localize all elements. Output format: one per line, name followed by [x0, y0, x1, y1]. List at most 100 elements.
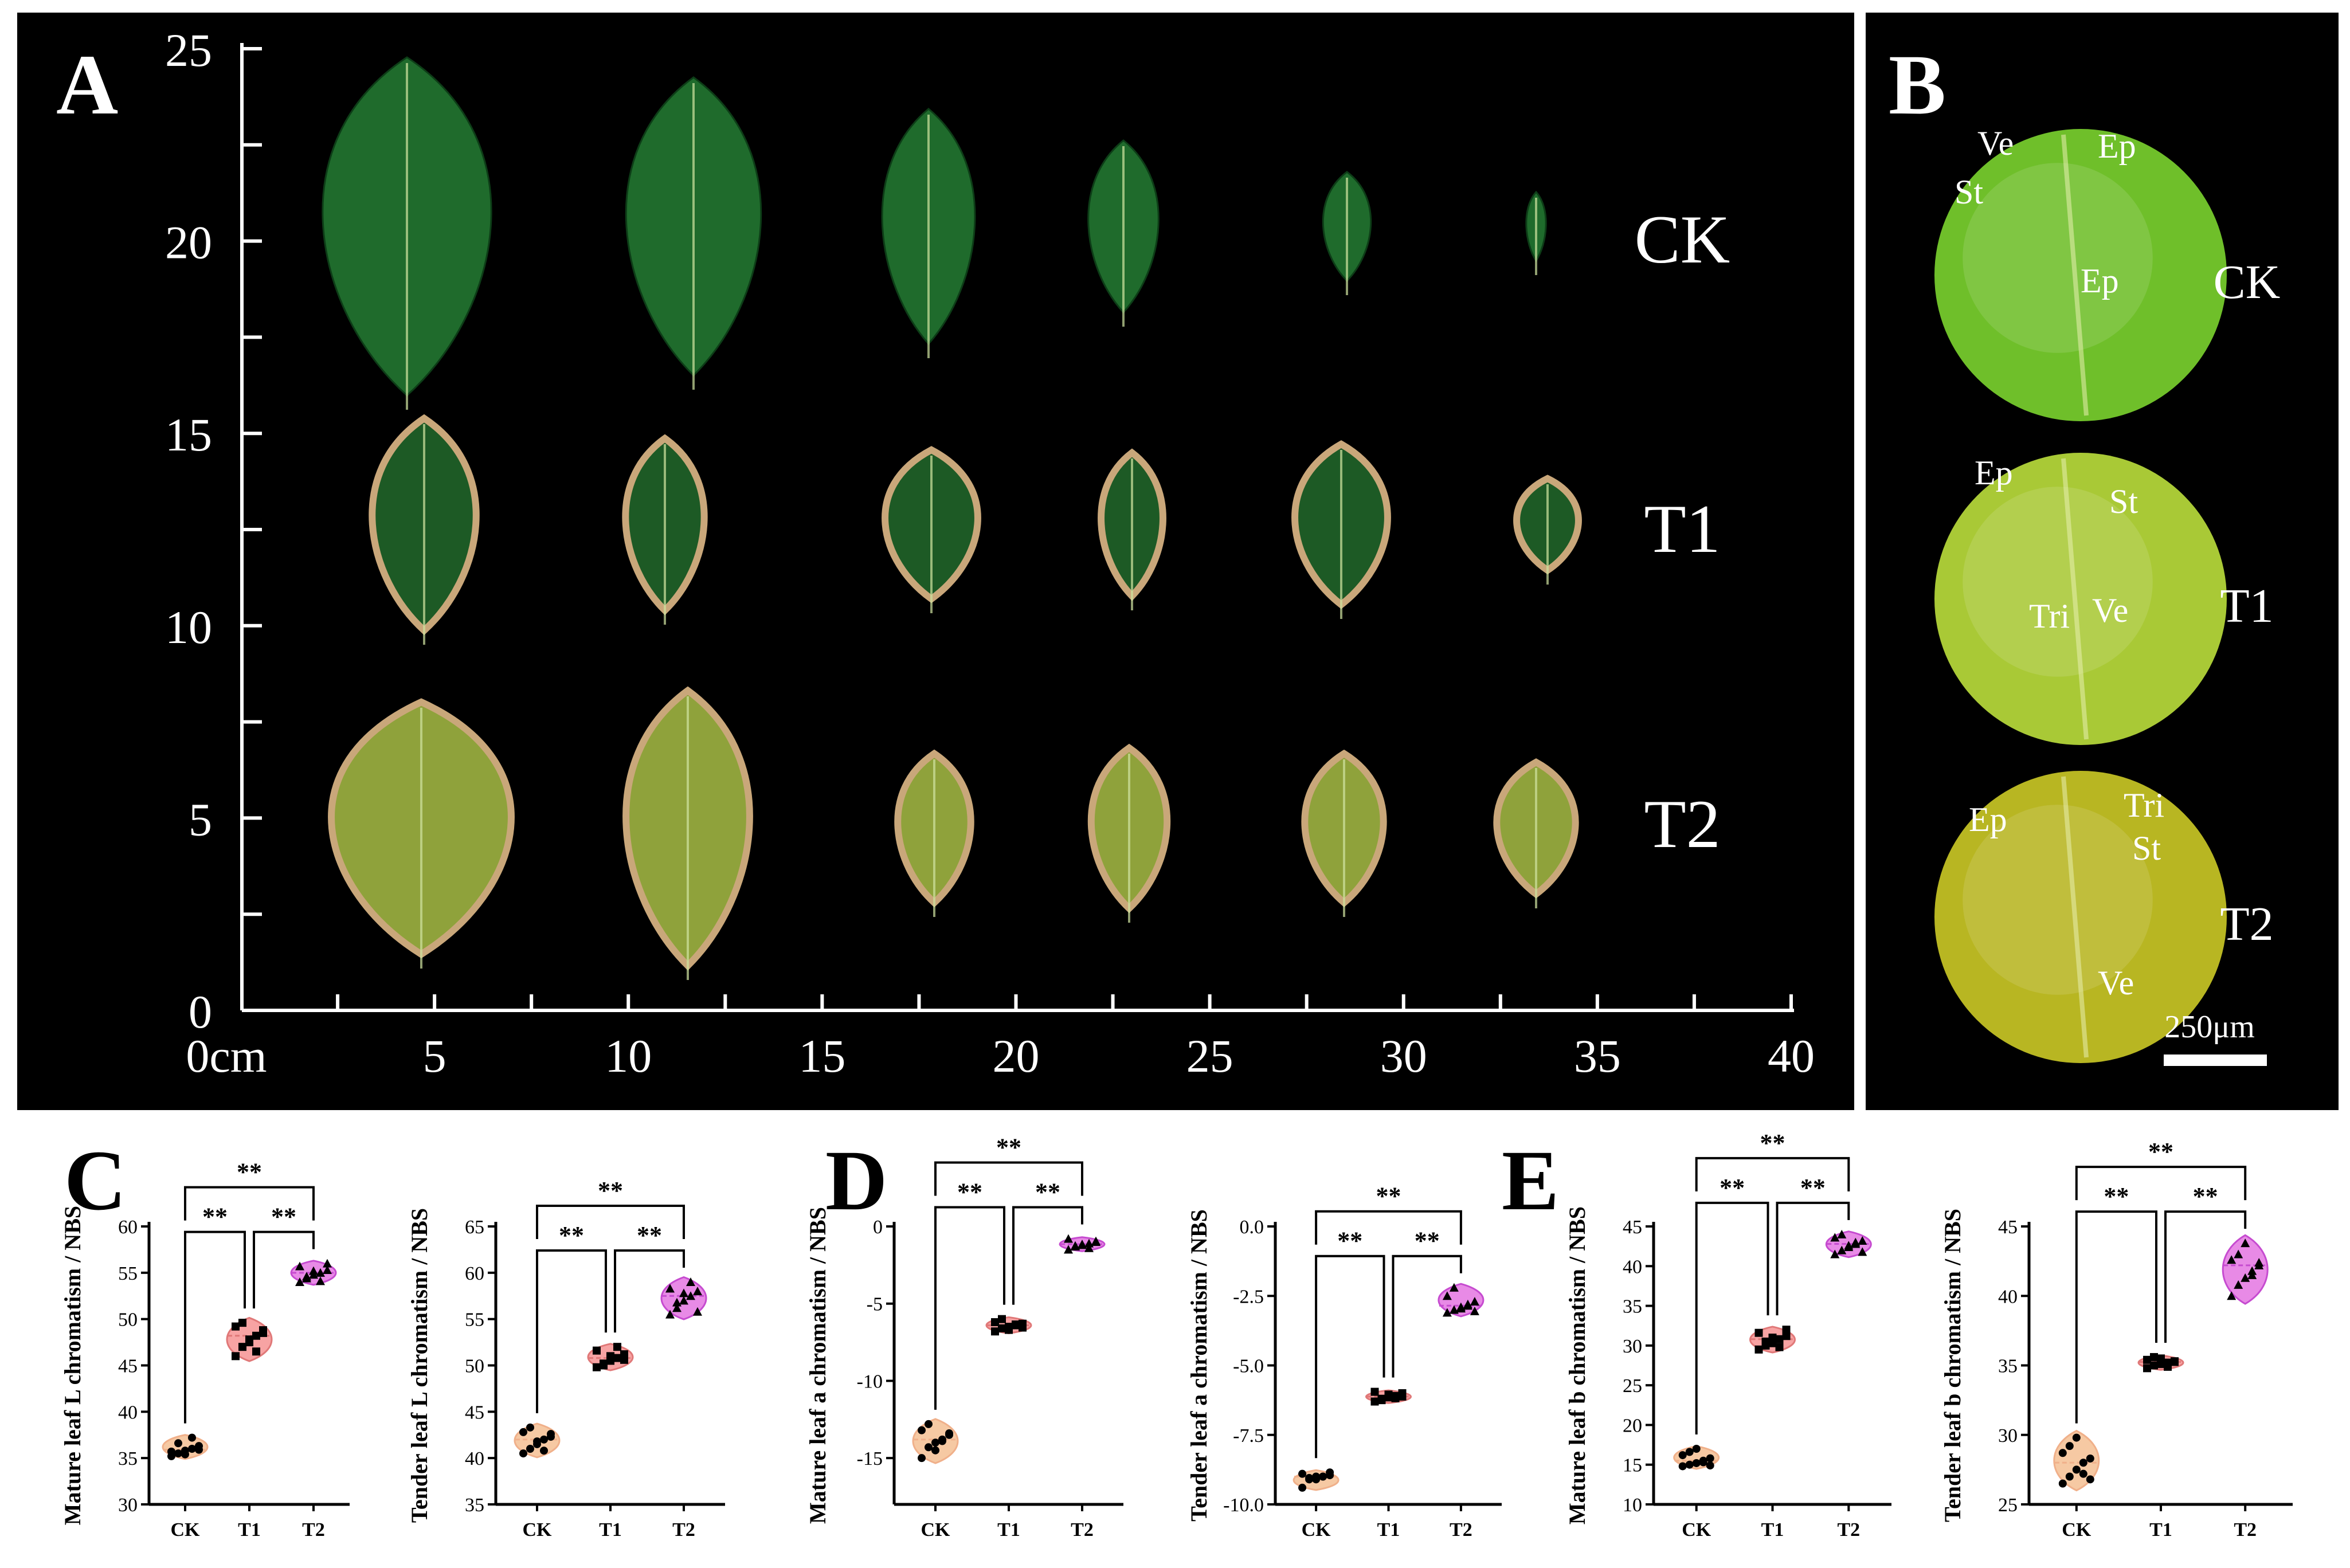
data-point — [672, 1297, 682, 1307]
x-tick-label: T2 — [302, 1519, 325, 1540]
data-point — [945, 1429, 953, 1438]
y-tick-label: 35 — [1998, 1356, 2018, 1377]
data-point — [323, 1265, 332, 1274]
y-axis-label: Mature leaf L chromatism / NBS — [60, 1206, 85, 1525]
ruler-x-tick-label: 35 — [1574, 1030, 1621, 1082]
data-point — [2143, 1364, 2151, 1373]
bracket-t1-t2 — [253, 1230, 315, 1309]
data-point — [1761, 1337, 1770, 1346]
y-tick-label: 35 — [465, 1495, 484, 1516]
data-point — [1706, 1461, 1714, 1470]
data-point — [1298, 1483, 1307, 1492]
data-point — [593, 1363, 601, 1371]
y-tick-label: -7.5 — [1233, 1425, 1264, 1447]
y-tick-label: 55 — [465, 1310, 484, 1331]
data-point — [188, 1445, 196, 1453]
data-point — [2072, 1465, 2081, 1474]
structure-label: Ep — [1969, 801, 2007, 838]
data-point — [1692, 1459, 1701, 1467]
data-point — [1071, 1241, 1080, 1250]
data-point — [295, 1277, 304, 1286]
data-point — [2086, 1475, 2094, 1484]
data-point — [316, 1268, 325, 1277]
data-point — [1844, 1241, 1854, 1250]
microscope-highlight — [1963, 487, 2153, 677]
data-point — [918, 1454, 926, 1463]
y-axis-label: Mature leaf b chromatism / NBS — [1564, 1206, 1590, 1524]
data-point — [991, 1327, 999, 1336]
significance-mark: ** — [637, 1221, 662, 1249]
data-point — [1456, 1304, 1466, 1313]
ruler-x-tick-label: 25 — [1186, 1030, 1233, 1082]
x-tick-label: CK — [2062, 1519, 2092, 1540]
data-point — [1692, 1445, 1701, 1453]
data-point — [252, 1347, 260, 1356]
data-point — [620, 1355, 628, 1364]
data-point — [1775, 1343, 1784, 1351]
y-tick-label: 40 — [118, 1402, 138, 1423]
y-tick-label: -10.0 — [1223, 1495, 1264, 1516]
panel-e-label: E — [1502, 1133, 1559, 1228]
data-point — [188, 1433, 196, 1442]
data-point — [519, 1428, 527, 1436]
violin-chart-1: 35 40 45 50 55 60 65 Tender leaf L chromatism /… — [406, 1177, 725, 1540]
significance-mark: ** — [559, 1221, 584, 1249]
microscope-row-label-ck: CK — [2214, 256, 2281, 309]
ruler-x-tick-label: 0cm — [186, 1030, 267, 1082]
data-point — [693, 1287, 702, 1296]
x-tick-label: T1 — [238, 1519, 261, 1540]
data-point — [2234, 1280, 2243, 1289]
data-point — [679, 1288, 688, 1297]
x-tick-label: T1 — [599, 1519, 622, 1540]
microscope-view-ck — [1934, 129, 2227, 421]
y-tick-label: 25 — [1623, 1375, 1642, 1397]
y-tick-label: 10 — [1623, 1495, 1642, 1516]
bracket-ck-t2 — [2075, 1166, 2247, 1201]
data-point — [925, 1420, 933, 1428]
bracket-t1-t2 — [1776, 1201, 1850, 1316]
data-point — [1851, 1237, 1861, 1246]
data-point — [2086, 1454, 2094, 1463]
scale-bar-label: 250μm — [2164, 1009, 2255, 1045]
scale-bar — [2164, 1055, 2267, 1066]
data-point — [2065, 1442, 2074, 1451]
structure-label: Tri — [2029, 597, 2070, 635]
data-point — [1298, 1469, 1307, 1478]
microscope-row-label-t2: T2 — [2220, 897, 2273, 951]
data-point — [245, 1335, 253, 1344]
data-point — [1012, 1320, 1020, 1329]
y-axis-label: Tender leaf a chromatism / NBS — [1186, 1209, 1212, 1522]
violin-chart-0: 30 35 40 45 50 55 60 Mature leaf L chromatism /… — [60, 1158, 350, 1540]
data-point — [665, 1284, 675, 1293]
x-tick-label: T2 — [1450, 1519, 1472, 1540]
y-tick-label: 20 — [1623, 1415, 1642, 1436]
y-tick-label: 60 — [465, 1263, 484, 1284]
y-tick-label: 30 — [118, 1495, 138, 1516]
x-tick-label: T2 — [1071, 1519, 1094, 1540]
microscope-row-label-t1: T1 — [2220, 579, 2273, 633]
data-point — [686, 1291, 695, 1300]
panel-d-label: D — [825, 1133, 887, 1228]
data-point — [1775, 1335, 1784, 1343]
leaf-row-label-t2: T2 — [1644, 786, 1720, 862]
significance-mark: ** — [1760, 1129, 1785, 1157]
data-point — [2058, 1479, 2067, 1488]
ruler-x-tick-label: 5 — [423, 1030, 446, 1082]
x-tick-label: CK — [523, 1519, 553, 1540]
data-point — [323, 1259, 332, 1268]
ruler-x-tick-label: 20 — [993, 1030, 1040, 1082]
significance-mark: ** — [1415, 1227, 1440, 1255]
data-point — [1377, 1396, 1386, 1405]
data-point — [195, 1445, 203, 1454]
data-point — [918, 1426, 926, 1434]
structure-label: Tri — [2124, 786, 2164, 824]
violin-chart-3: -10.0 -7.5 -5.0 -2.5 0.0 Tender leaf a chroma… — [1186, 1182, 1502, 1540]
data-point — [316, 1276, 325, 1285]
x-tick-label: T1 — [2149, 1519, 2172, 1540]
panel-b-label: B — [1889, 37, 1946, 132]
y-tick-label: -5.0 — [1233, 1356, 1264, 1377]
data-point — [1391, 1394, 1400, 1402]
y-tick-label: -5 — [867, 1294, 883, 1315]
data-point — [1678, 1451, 1687, 1460]
